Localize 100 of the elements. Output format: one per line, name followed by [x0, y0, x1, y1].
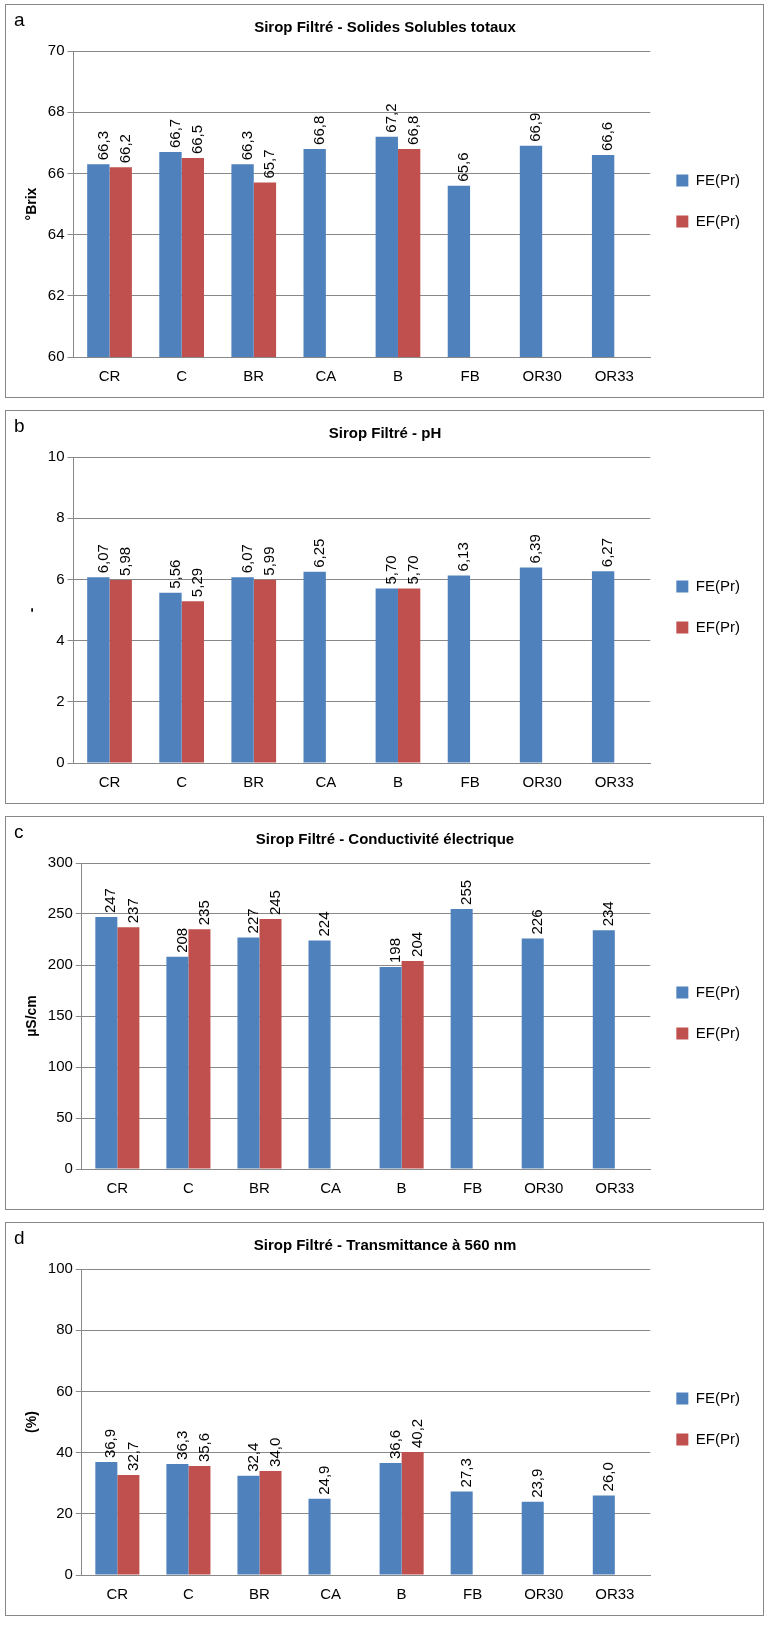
- x-tick-label: OR30: [524, 1179, 564, 1197]
- y-axis-title: °Brix: [23, 187, 40, 221]
- data-label: 23,9: [527, 1468, 545, 1498]
- data-label: 224: [314, 911, 332, 937]
- x-tick-label: FB: [463, 1179, 483, 1197]
- x-tick-label: CA: [315, 367, 337, 385]
- x-tick-label: B: [396, 1585, 407, 1603]
- text: a: [14, 9, 25, 31]
- bar: [397, 588, 421, 763]
- data-label: 245: [265, 890, 283, 916]
- x-tick-label: BR: [243, 367, 265, 385]
- x-tick-label: FB: [463, 1585, 483, 1603]
- data-label: 5,70: [404, 555, 422, 585]
- data-label: 66,7: [165, 118, 183, 148]
- data-label: 234: [598, 901, 616, 927]
- bar: [95, 1462, 118, 1575]
- bar: [379, 967, 402, 1169]
- data-label: 6,07: [237, 544, 255, 574]
- data-label: 34,0: [265, 1437, 283, 1467]
- data-label: 5,98: [115, 546, 133, 577]
- data-label: 235: [194, 900, 212, 926]
- data-label: 204: [407, 931, 425, 957]
- data-label: 6,07: [93, 544, 111, 574]
- y-tick-label: 0: [64, 1159, 73, 1177]
- x-tick-label: FB: [460, 367, 480, 385]
- bar: [259, 1470, 282, 1575]
- y-tick-label: 100: [47, 1259, 73, 1277]
- bar: [308, 1498, 331, 1575]
- y-tick-label: 64: [47, 224, 65, 242]
- data-label: 36,6: [385, 1429, 403, 1459]
- bar: [117, 927, 140, 1169]
- x-tick-label: OR33: [594, 367, 634, 385]
- y-tick-label: 8: [56, 508, 65, 526]
- data-label: 66,2: [115, 134, 133, 164]
- bar: [259, 919, 282, 1169]
- x-tick-label: OR30: [524, 1585, 564, 1603]
- y-tick-label: 66: [47, 163, 65, 181]
- x-tick-label: OR33: [594, 773, 634, 791]
- data-label: 66,8: [404, 115, 422, 145]
- bar: [117, 1474, 140, 1575]
- data-label: 66,9: [526, 112, 544, 142]
- y-tick-label: 0: [64, 1565, 73, 1583]
- text: c: [14, 821, 24, 843]
- bar: [159, 592, 182, 763]
- bar: [375, 588, 398, 763]
- x-tick-label: CR: [98, 773, 121, 791]
- x-tick-label: OR33: [595, 1179, 635, 1197]
- data-label: 66,8: [309, 115, 327, 145]
- data-label: 27,3: [456, 1458, 474, 1488]
- y-tick-label: 62: [47, 285, 65, 303]
- y-tick-label: 60: [56, 1381, 73, 1399]
- x-tick-label: C: [176, 773, 188, 791]
- y-tick-label: 40: [56, 1442, 73, 1460]
- x-tick-label: CA: [320, 1585, 341, 1603]
- data-label: 5,70: [381, 555, 399, 585]
- bar: [447, 575, 471, 763]
- data-label: 227: [243, 908, 261, 934]
- bar: [181, 601, 204, 763]
- y-tick-label: 70: [47, 41, 65, 59]
- x-tick-label: FB: [460, 773, 480, 791]
- y-tick-label: 68: [47, 102, 65, 120]
- y-tick-label: 150: [47, 1006, 73, 1024]
- data-label: 36,9: [101, 1428, 119, 1459]
- y-tick-label: 0: [56, 753, 65, 771]
- legend-label: EF(Pr): [695, 1429, 741, 1447]
- data-label: 66,3: [93, 131, 111, 161]
- data-label: 36,3: [172, 1430, 190, 1460]
- x-tick-label: B: [392, 367, 403, 385]
- x-tick-label: C: [176, 367, 188, 385]
- bar: [591, 571, 615, 763]
- legend-label: FE(Pr): [695, 576, 741, 594]
- x-tick-label: BR: [249, 1179, 271, 1197]
- legend-label: FE(Pr): [695, 170, 741, 188]
- legend-label: FE(Pr): [695, 1388, 741, 1406]
- bar: [450, 908, 473, 1169]
- data-label: 24,9: [314, 1465, 332, 1495]
- text: d: [14, 1227, 25, 1249]
- legend-label: EF(Pr): [695, 617, 741, 635]
- y-tick-label: 10: [47, 447, 65, 465]
- bar: [519, 567, 543, 763]
- data-label: 208: [172, 927, 190, 953]
- bar: [592, 1495, 615, 1575]
- bar: [253, 579, 277, 763]
- x-tick-label: OR33: [595, 1585, 635, 1603]
- bar: [188, 1466, 211, 1575]
- data-label: 5,29: [187, 567, 205, 598]
- bar: [237, 1475, 260, 1575]
- bar: [87, 577, 110, 763]
- y-tick-label: 60: [47, 347, 65, 365]
- data-label: 66,3: [237, 131, 255, 161]
- y-axis-title: -: [23, 607, 40, 613]
- legend-label: EF(Pr): [695, 1023, 741, 1041]
- chart-title: Sirop Filtré - pH: [328, 424, 442, 442]
- data-label: 6,27: [598, 537, 616, 568]
- data-label: 237: [123, 898, 141, 924]
- bar: [521, 1501, 544, 1575]
- y-tick-label: 80: [56, 1320, 73, 1338]
- bar: [188, 929, 211, 1169]
- data-label: 40,2: [407, 1418, 425, 1448]
- bar: [166, 1463, 189, 1575]
